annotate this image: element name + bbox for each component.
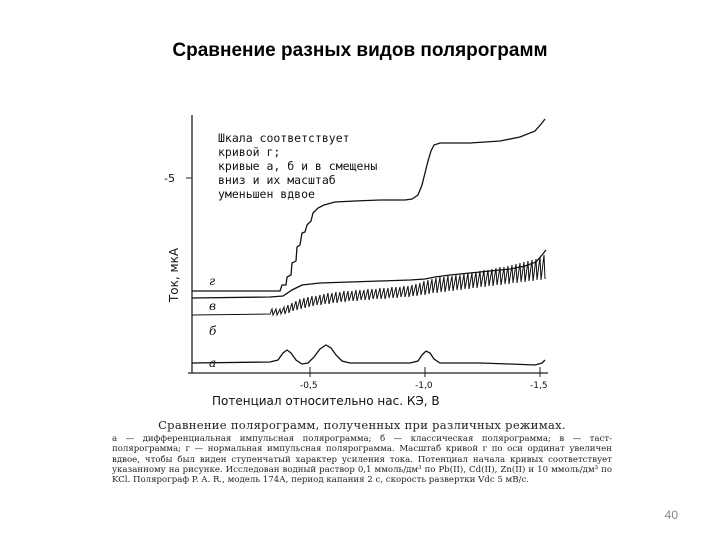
curve-label-v: в [209, 299, 216, 313]
slide-title: Сравнение разных видов полярограмм [172, 40, 548, 61]
curve-a-differential-pulse [191, 344, 546, 366]
curve-label-g: г [209, 274, 215, 288]
x-tick-label: -0,5 [300, 381, 318, 391]
curve-g-normal-pulse [192, 118, 546, 292]
note-line: кривой г; [218, 145, 280, 159]
scale-note: Шкала соответствует кривой г; кривые а, … [218, 131, 377, 201]
curve-label-a: а [209, 356, 216, 370]
polarogram-figure: -5 Ток, мкА -0,5 -1,0 -1,5 Потенциал отн… [164, 115, 548, 408]
note-line: кривые а, б и в смещены [218, 159, 377, 173]
note-line: вниз и их масштаб [218, 173, 336, 187]
curve-v-tast [191, 249, 547, 299]
curve-label-b: б [209, 324, 217, 338]
caption-body: а — дифференциальная импульсная полярогр… [112, 434, 612, 486]
note-line: Шкала соответствует [218, 131, 350, 145]
figure-caption: Сравнение полярограмм, полученных при ра… [112, 418, 612, 485]
page-number: 40 [664, 508, 678, 522]
caption-title: Сравнение полярограмм, полученных при ра… [158, 418, 566, 432]
x-axis-label: Потенциал относительно нас. КЭ, В [212, 394, 440, 408]
y-tick-label: -5 [164, 172, 175, 185]
note-line: уменьшен вдвое [218, 187, 315, 201]
x-tick-label: -1,0 [415, 381, 433, 391]
y-axis-label: Ток, мкА [167, 247, 181, 303]
curve-b-classical [191, 254, 546, 317]
x-tick-label: -1,5 [530, 381, 548, 391]
